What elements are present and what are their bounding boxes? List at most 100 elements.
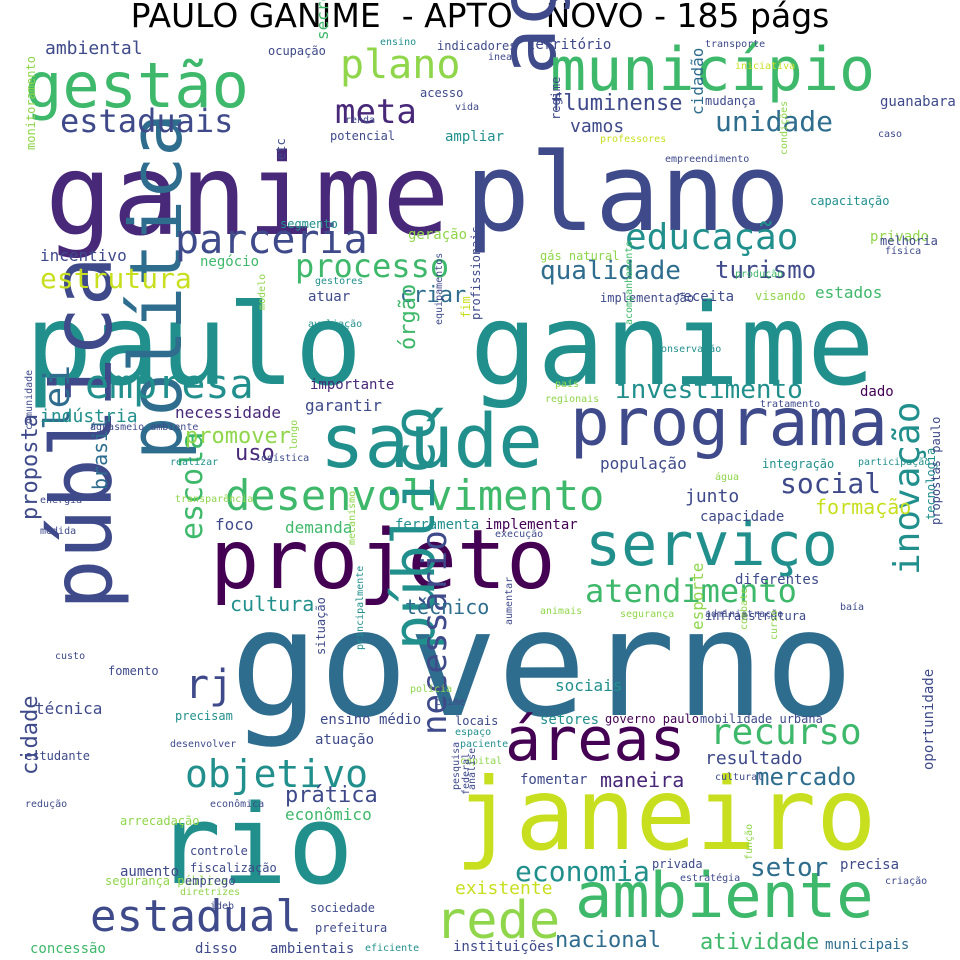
word-necessidade: necessidade: [175, 403, 281, 422]
word-áreas: áreas: [505, 705, 686, 775]
word-fiscalização: fiscalização: [190, 861, 277, 875]
word-ferramenta: ferramenta: [395, 517, 480, 533]
word-gás-natural: gás natural: [540, 249, 620, 263]
word-medida: medida: [40, 526, 77, 537]
word-desenvolvimento: desenvolvimento: [225, 471, 605, 520]
word-infraestrutura: infraestrutura: [705, 609, 807, 623]
word-econômico: econômico: [285, 805, 372, 824]
word-rj: rj: [185, 662, 234, 708]
word-secretaria: secretaria: [313, 0, 332, 40]
word-atendimento: atendimento: [585, 572, 797, 610]
word-animais: animais: [540, 606, 583, 617]
word-cidadão: cidadão: [688, 47, 707, 115]
word-receita: receita: [675, 289, 735, 305]
word-sociedade: sociedade: [310, 901, 376, 915]
word-estaduais: estaduais: [60, 102, 234, 140]
word-diretrizes: diretrizes: [180, 887, 241, 898]
word-transporte: transporte: [705, 39, 766, 50]
word-polícia: polícia: [410, 684, 453, 695]
word-estrutura: estrutura: [40, 262, 192, 295]
word-prefeitura: prefeitura: [315, 921, 388, 935]
word-águasmeio-ambiente: águasmeio ambiente: [90, 422, 199, 433]
word-uso: uso: [235, 441, 275, 466]
word-setor: setor: [750, 853, 829, 883]
word-principalmente: principalmente: [355, 565, 366, 650]
word-ambiente: ambiente: [575, 859, 874, 932]
word-ganime: ganime: [470, 281, 875, 411]
word-educação: educação: [625, 217, 799, 258]
word-técnica: técnica: [35, 699, 103, 718]
word-melhoria: melhoria: [880, 234, 938, 248]
word-etc: etc: [274, 138, 288, 160]
word-indústria: indústria: [40, 406, 138, 427]
word-estudante: estudante: [25, 749, 91, 763]
word-participação: participação: [858, 457, 931, 468]
word-plano: plano: [465, 131, 791, 256]
word-gestores: gestores: [315, 276, 364, 287]
word-vida: vida: [455, 102, 480, 113]
word-atuar: atuar: [308, 289, 351, 305]
word-objetivo: objetivo: [185, 752, 369, 796]
word-projeto: projeto: [210, 513, 556, 608]
word-arrecadação: arrecadação: [120, 814, 200, 828]
word-turismo: turismo: [715, 256, 817, 284]
word-inovação: inovação: [887, 401, 928, 575]
word-longo: longo: [289, 419, 300, 450]
word-monitoramento: monitoramento: [24, 56, 38, 150]
word-ensino: ensino: [380, 37, 417, 48]
word-visando: visando: [755, 289, 806, 303]
word-junto: junto: [685, 486, 740, 507]
word-saúde: saúde: [320, 399, 543, 485]
word-econômica: econômica: [210, 799, 265, 810]
word-professores: professores: [600, 134, 667, 145]
word-implementação: implementação: [600, 291, 694, 305]
word-garantir: garantir: [305, 396, 383, 415]
word-avaliação: avaliação: [308, 319, 363, 330]
word-parceria: parceria: [175, 217, 368, 263]
word-propostas-paulo: propostas paulo: [929, 416, 943, 525]
word-ambientais: ambientais: [270, 941, 355, 957]
word-curso: curso: [769, 609, 780, 640]
word-gestão: gestão: [25, 49, 249, 122]
word-combate: combate: [739, 587, 750, 630]
word-ganime: ganime: [45, 131, 450, 261]
word-capacitação: capacitação: [810, 194, 890, 208]
word-mercado: mercado: [755, 763, 857, 791]
word-população: população: [600, 454, 687, 473]
cloud-title: PAULO GANIME - APTO - NOVO - 185 págs: [130, 0, 830, 35]
word-custo: custo: [55, 651, 86, 662]
word-importante: importante: [310, 377, 395, 393]
word-situação: situação: [314, 597, 328, 655]
word-análise: análise: [467, 747, 478, 790]
word-capacidade: capacidade: [700, 509, 785, 525]
word-profissionais: profissionais: [469, 226, 483, 320]
word-física: física: [885, 246, 922, 257]
word-aumento: aumento: [120, 864, 180, 880]
word-ampliar: ampliar: [445, 129, 505, 145]
word-locais: locais: [455, 714, 499, 728]
word-paciente: paciente: [460, 739, 509, 750]
word-implementar: implementar: [485, 517, 578, 533]
word-concessão: concessão: [30, 941, 106, 957]
word-redução: redução: [25, 799, 68, 810]
word-empreendimento: empreendimento: [665, 154, 750, 165]
word-setores: setores: [540, 712, 600, 728]
word-recurso: recurso: [710, 712, 862, 753]
word-integração: integração: [762, 457, 835, 471]
word-segmento: segmento: [280, 217, 338, 231]
word-paulo: paulo: [25, 281, 363, 411]
word-empresa: empresa: [85, 362, 254, 408]
word-municipais: municipais: [825, 937, 910, 953]
word-governo: governo: [230, 578, 854, 750]
word-qualidade: qualidade: [540, 256, 681, 286]
word-acesso: acesso: [420, 86, 464, 100]
word-emprego: emprego: [185, 874, 236, 888]
word-sociais: sociais: [555, 676, 623, 695]
word-órgão: órgão: [396, 283, 421, 350]
word-renda: renda: [345, 115, 376, 126]
word-realizar: realizar: [170, 457, 219, 468]
word-formação: formação: [815, 495, 912, 519]
word-rio: rio: [155, 781, 354, 909]
word-administração: administração: [705, 609, 784, 620]
word-privado: privado: [870, 229, 930, 245]
